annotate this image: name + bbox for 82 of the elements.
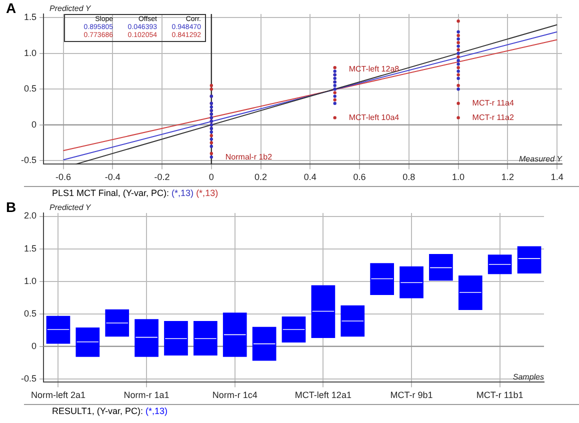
point (210, 88, 213, 91)
x-tick-label: MCT-r 11b1 (476, 390, 524, 400)
x-tick-label: -0.2 (154, 172, 170, 182)
text: (*,13) (172, 188, 195, 198)
text: RESULT1, (Y-var, PC): (52, 406, 144, 416)
text: PLS1 MCT Final, (Y-var, PC): (52, 188, 170, 198)
point (456, 88, 460, 91)
annotation: MCT-left 10a4 (348, 112, 400, 122)
point (333, 66, 336, 70)
x-tick-label: 0.4 (304, 172, 316, 182)
point (210, 138, 213, 141)
point (210, 144, 213, 148)
point (333, 91, 336, 94)
point (456, 84, 460, 88)
point (210, 152, 213, 156)
point (210, 130, 213, 134)
point (333, 94, 336, 98)
point (456, 58, 460, 62)
y-axis-title: Predicted Y (50, 4, 92, 14)
point (456, 37, 460, 41)
annotation: MCT-left 12a8 (348, 64, 400, 74)
point (333, 98, 336, 102)
point (333, 84, 336, 88)
point (456, 52, 460, 55)
x-tick-label: 0.6 (353, 172, 366, 182)
point (456, 66, 460, 70)
x-tick-label: 0.2 (254, 172, 268, 182)
x-tick-label: MCT-left 12a1 (294, 390, 352, 400)
x-tick-label: Norm-left 2a1 (30, 390, 86, 400)
y-tick-label: 0 (31, 340, 37, 351)
y-axis-title: Predicted Y (50, 203, 92, 212)
point (456, 55, 460, 59)
x-tick-label: 0 (208, 172, 214, 182)
y-tick-label: 1.5 (24, 12, 37, 22)
y-tick-label: 1.5 (24, 243, 37, 254)
x-tick-label: MCT-r 9b1 (390, 390, 433, 400)
y-tick-label: 0.5 (24, 308, 37, 318)
y-tick-label: -0.5 (20, 373, 37, 384)
chart-title: B (6, 199, 16, 215)
point (456, 70, 460, 73)
point (456, 44, 460, 48)
x-tick-label: 1.2 (501, 172, 514, 182)
x-tick-label: 1.4 (550, 172, 564, 182)
x-tick-label: -0.6 (56, 172, 72, 182)
point (456, 62, 460, 66)
text: (*,13) (146, 406, 168, 416)
x-tick-label: 0.8 (402, 172, 416, 182)
point (210, 141, 213, 144)
point (456, 48, 460, 52)
point (333, 102, 336, 106)
x-tick-label: -0.4 (104, 172, 120, 182)
point (456, 102, 460, 106)
y-tick-label: 2.0 (24, 210, 37, 221)
y-tick-label: -0.5 (20, 155, 37, 166)
point (456, 41, 460, 44)
point (210, 134, 213, 138)
point (210, 84, 213, 88)
x-tick-label: Norm-r 1a1 (124, 390, 170, 400)
point (456, 116, 460, 120)
point (210, 105, 213, 109)
x-tick-label: Norm-r 1c4 (212, 390, 258, 400)
x-tick-label: 1.0 (452, 172, 465, 182)
point (456, 30, 460, 34)
chart-title: A (6, 0, 16, 16)
point (456, 34, 460, 38)
y-tick-label: 0.5 (24, 84, 37, 94)
point (456, 73, 460, 76)
annotation: MCT-r 11a4 (472, 98, 514, 108)
point (333, 70, 336, 73)
x-axis-title: Measured Y (519, 154, 563, 164)
y-tick-label: 1.0 (24, 276, 37, 286)
point (456, 76, 460, 80)
point (333, 116, 336, 120)
annotation: MCT-r 11a2 (472, 112, 514, 122)
x-axis-title: Samples (512, 372, 544, 382)
point (210, 155, 213, 159)
annotation: Normal-r 1b2 (225, 152, 273, 162)
point (333, 76, 336, 80)
point (456, 20, 460, 23)
y-tick-label: 0 (31, 119, 37, 130)
y-tick-label: 1.0 (24, 48, 37, 58)
text: (*,13) (196, 188, 218, 198)
